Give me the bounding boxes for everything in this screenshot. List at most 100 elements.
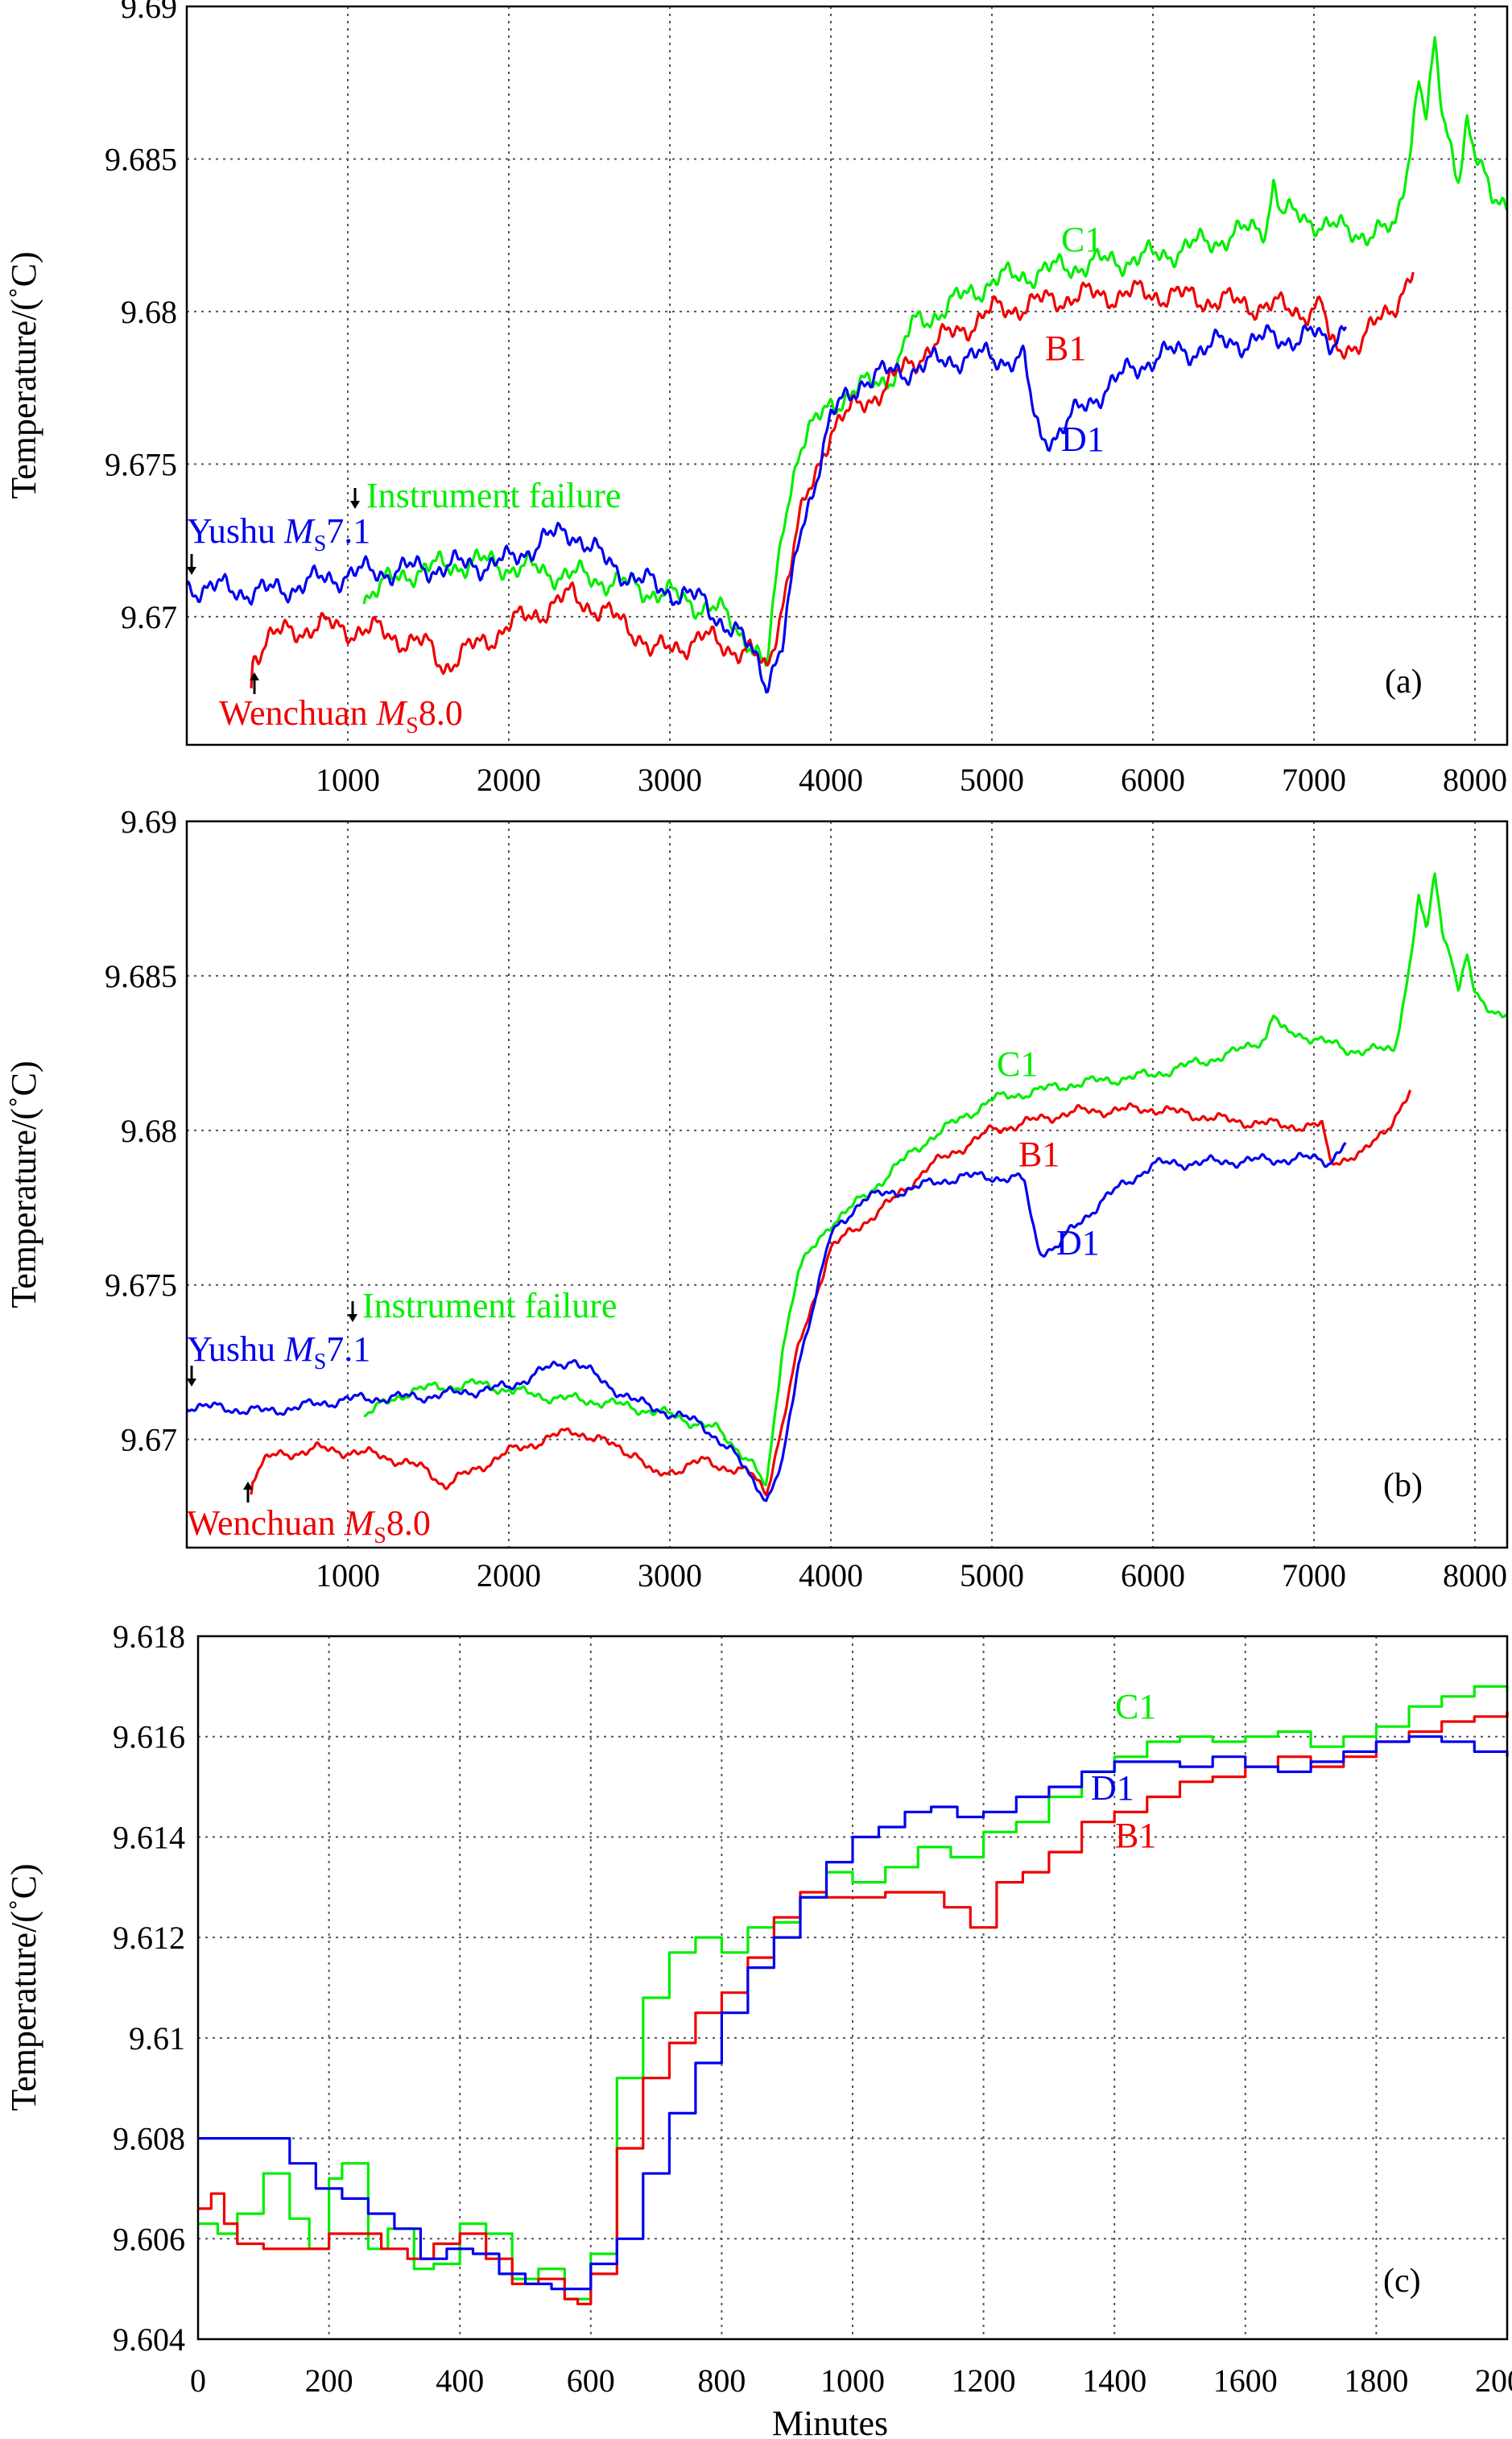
panel-a-series-b1 [250,271,1415,688]
panel-c-label: (c) [1383,2263,1421,2300]
panel-a-x-tick-label: 8000 [1443,762,1507,798]
panel-b-x-tick-label: 1000 [316,1557,380,1594]
panel-b-y-tick-label: 9.69 [121,804,177,840]
panel-c-y-axis-label: Temperature/(˚C) [4,1863,43,2110]
panel-c-label-b1: B1 [1115,1816,1156,1855]
panel-b-series [185,872,1508,1503]
panel-c-x-tick-label: 1800 [1344,2363,1408,2399]
panel-c-x-tick-label: 600 [567,2363,615,2399]
panel-c-series-d1 [198,1735,1509,2291]
panel-a-yushu-arrow [187,554,196,575]
panel-b-y-ticks: 9.67 9.675 9.68 9.685 9.69 [105,804,177,1458]
panel-b-yushu-arrow [187,1366,196,1387]
panel-a-x-tick-label: 3000 [638,762,702,798]
panel-a-wenchuan-note: Wenchuan MS8.0 [219,693,463,738]
panel-b-y-tick-label: 9.67 [121,1422,177,1458]
panel-c-y-tick-label: 9.606 [113,2221,185,2257]
panel-a-label-d1: D1 [1061,420,1105,459]
panel-a-x-tick-label: 6000 [1121,762,1185,798]
panel-c-frame [196,1635,1509,2341]
panel-a-x-tick-label: 1000 [316,762,380,798]
panel-a-frame [185,5,1509,746]
panel-c-x-tick-label: 200 [305,2363,353,2399]
panel-b-series-c1 [363,872,1508,1486]
panel-a-y-tick-label: 9.68 [121,294,177,330]
panel-b-series-b1 [250,1089,1412,1497]
panel-c-y-tick-label: 9.608 [113,2121,185,2157]
panel-c-x-tick-label: 2000 [1475,2363,1512,2399]
panel-a-wenchuan-arrow [250,672,259,694]
panel-b-annotations: Instrument failure Yushu MS7.1 Wenchuan … [187,1286,617,1548]
panel-c-x-tick-label: 800 [697,2363,746,2399]
panel-b-x-tick-label: 8000 [1443,1557,1507,1594]
panel-b-instrument-failure-arrow [348,1301,357,1322]
panel-b-x-tick-label: 7000 [1282,1557,1346,1594]
panel-b-x-tick-label: 3000 [638,1557,702,1594]
panel-b-x-ticks: 1000 2000 3000 4000 5000 6000 7000 8000 [316,1557,1507,1594]
panel-c-y-tick-label: 9.616 [113,1719,185,1755]
panel-b-label-c1: C1 [997,1044,1038,1084]
panel-b-yushu-note: Yushu MS7.1 [187,1329,370,1375]
panel-a-instrument-failure-note: Instrument failure [366,476,621,515]
panel-a: 9.67 9.675 9.68 9.685 9.69 1000 2000 3000 4000 5… [4,0,1509,798]
panel-b: 9.67 9.675 9.68 9.685 9.69 1000 2000 3000 4000 5… [4,804,1509,1594]
panel-b-x-tick-label: 2000 [477,1557,541,1594]
panel-a-y-tick-label: 9.69 [121,0,177,25]
panel-b-series-d1 [185,1142,1347,1503]
panel-a-annotations: Instrument failure Yushu MS7.1 Wenchuan … [187,476,621,738]
panel-a-label-c1: C1 [1061,220,1102,259]
panel-b-frame [185,820,1509,1549]
panel-a-series-labels: C1 B1 D1 [1045,220,1105,459]
panel-c-x-ticks: 0 200 400 600 800 1000 1200 1400 1600 1800 2000 [190,2363,1512,2399]
panel-a-series-c1 [362,35,1509,668]
panel-b-wenchuan-note: Wenchuan MS8.0 [187,1503,431,1548]
panel-c-x-tick-label: 400 [436,2363,484,2399]
panel-c-x-axis-label: Minutes [772,2404,888,2439]
panel-a-label-b1: B1 [1045,329,1086,368]
panel-c-x-tick-label: 1200 [952,2363,1016,2399]
panel-b-x-tick-label: 6000 [1121,1557,1185,1594]
panel-a-series-d1 [185,324,1348,694]
panel-c-y-tick-label: 9.614 [113,1819,185,1855]
panel-a-y-tick-label: 9.67 [121,599,177,635]
panel-a-x-tick-label: 4000 [799,762,863,798]
panel-a-x-tick-label: 5000 [960,762,1024,798]
panel-a-label: (a) [1385,663,1423,701]
panel-a-series [185,35,1509,694]
panel-c-y-tick-label: 9.612 [113,1920,185,1956]
panel-a-x-tick-label: 7000 [1282,762,1346,798]
panel-c-series [198,1685,1509,2305]
panel-b-x-tick-label: 5000 [960,1557,1024,1594]
panel-a-y-ticks: 9.67 9.675 9.68 9.685 9.69 [105,0,177,635]
panel-a-grid [187,6,1507,745]
panel-c-x-tick-label: 1400 [1082,2363,1146,2399]
panel-b-x-tick-label: 4000 [799,1557,863,1594]
panel-c-x-tick-label: 1600 [1213,2363,1278,2399]
panel-b-grid [187,821,1507,1548]
panel-b-label-b1: B1 [1018,1135,1060,1174]
panel-b-wenchuan-arrow [243,1482,253,1503]
panel-a-instrument-failure-arrow [350,488,360,509]
panel-b-series-labels: C1 B1 D1 [997,1044,1100,1263]
panel-c-y-ticks: 9.604 9.606 9.608 9.61 9.612 9.614 9.616 9.618 [113,1618,185,2358]
panel-a-yushu-note: Yushu MS7.1 [187,511,370,556]
panel-b-label-d1: D1 [1056,1223,1100,1263]
panel-c-y-tick-label: 9.61 [129,2020,185,2057]
panel-c-label-d1: D1 [1091,1768,1134,1808]
panel-a-y-axis-label: Temperature/(˚C) [4,251,43,498]
panel-c-x-tick-label: 0 [190,2363,206,2399]
panel-c-label-c1: C1 [1115,1687,1156,1726]
panel-b-y-tick-label: 9.68 [121,1113,177,1149]
panel-b-y-tick-label: 9.685 [105,958,177,994]
panel-a-x-tick-label: 2000 [477,762,541,798]
panel-b-label: (b) [1383,1467,1423,1504]
panel-b-y-tick-label: 9.675 [105,1267,177,1304]
panel-c: 9.6049.6069.6089.619.6129.6149.6169.618 … [4,1618,1512,2439]
panel-c-y-tick-label: 9.618 [113,1618,185,1655]
panel-a-y-tick-label: 9.675 [105,446,177,482]
panel-b-y-axis-label: Temperature/(˚C) [4,1060,43,1308]
panel-c-y-tick-label: 9.604 [113,2321,185,2358]
panel-a-x-ticks: 1000 2000 3000 4000 5000 6000 7000 8000 [316,762,1507,798]
panel-a-y-tick-label: 9.685 [105,141,177,177]
